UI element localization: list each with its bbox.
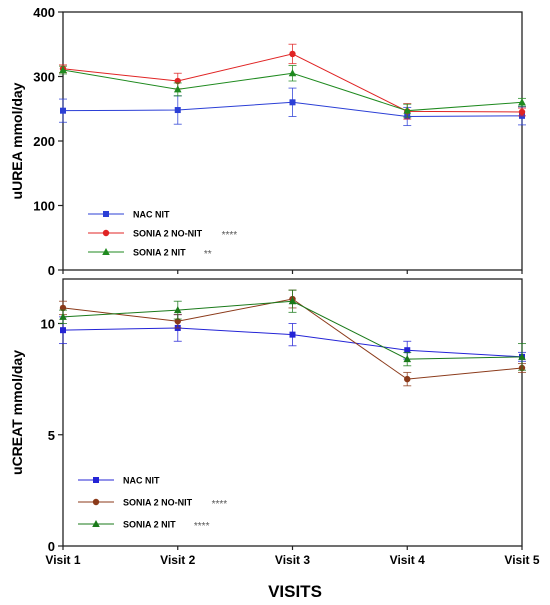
x-tick-label: Visit 2	[160, 553, 195, 567]
y-tick-label: 10	[41, 317, 55, 332]
legend-label: SONIA 2 NIT	[133, 248, 186, 258]
data-point	[60, 327, 66, 334]
data-point	[289, 50, 296, 58]
y-tick-label: 100	[33, 199, 55, 214]
data-point	[288, 69, 297, 77]
series-2	[59, 65, 526, 118]
significance-marker: ****	[194, 521, 210, 532]
data-point	[173, 306, 182, 314]
data-point	[174, 318, 181, 325]
data-point	[403, 355, 412, 363]
data-point	[518, 352, 526, 360]
legend-label: NAC NIT	[123, 476, 160, 486]
data-point	[289, 331, 296, 338]
significance-marker: **	[204, 249, 212, 260]
data-point	[289, 99, 296, 106]
data-point	[60, 107, 66, 114]
data-point	[403, 106, 412, 114]
series-0	[59, 314, 526, 362]
x-tick-label: Visit 3	[275, 553, 310, 567]
y-tick-label: 0	[48, 539, 55, 554]
data-point	[92, 520, 100, 527]
legend-label: SONIA 2 NO-NIT	[123, 498, 193, 508]
legend: NAC NIT SONIA 2 NO-NIT **** SONIA 2 NIT **	[88, 210, 238, 260]
data-point	[173, 85, 182, 93]
x-tick-label: Visit 4	[390, 553, 425, 567]
legend-label: NAC NIT	[133, 210, 170, 220]
data-point	[102, 229, 110, 237]
legend: NAC NIT SONIA 2 NO-NIT **** SONIA 2 NIT ****	[78, 476, 228, 532]
data-point	[404, 347, 411, 354]
data-point	[92, 498, 100, 506]
data-point	[174, 107, 181, 114]
y-tick-label: 0	[48, 263, 55, 278]
data-point	[93, 477, 99, 483]
data-point	[103, 211, 109, 217]
y-tick-label: 300	[33, 70, 55, 85]
y-axis-title: uUREA mmol/day	[9, 82, 25, 199]
y-tick-label: 5	[48, 428, 55, 443]
urea-chart: 0 100 200 300 400 uUREA mmol/day NAC NIT SONIA …	[9, 5, 526, 278]
data-point	[59, 66, 67, 74]
significance-marker: ****	[212, 499, 228, 510]
legend-label: SONIA 2 NIT	[123, 520, 176, 530]
x-tick-label: Visit 1	[45, 553, 80, 567]
series-2	[59, 289, 526, 371]
data-point	[288, 297, 297, 305]
x-tick-label: Visit 5	[504, 553, 539, 567]
y-axis-title: uCREAT mmol/day	[9, 350, 25, 475]
data-point	[59, 304, 67, 312]
creatinine-chart: 0 5 10 Visit 1 Visit 2 Visit 3 Visit 4 Visit 5 u…	[9, 278, 540, 567]
data-point	[404, 375, 411, 383]
y-tick-label: 400	[33, 5, 55, 20]
y-tick-label: 200	[33, 134, 55, 149]
legend-label: SONIA 2 NO-NIT	[133, 229, 203, 239]
significance-marker: ****	[222, 230, 238, 241]
data-point	[102, 248, 110, 255]
data-point	[518, 108, 526, 116]
data-point	[518, 98, 526, 106]
x-axis-title: VISITS	[268, 582, 322, 601]
data-point	[59, 312, 67, 320]
